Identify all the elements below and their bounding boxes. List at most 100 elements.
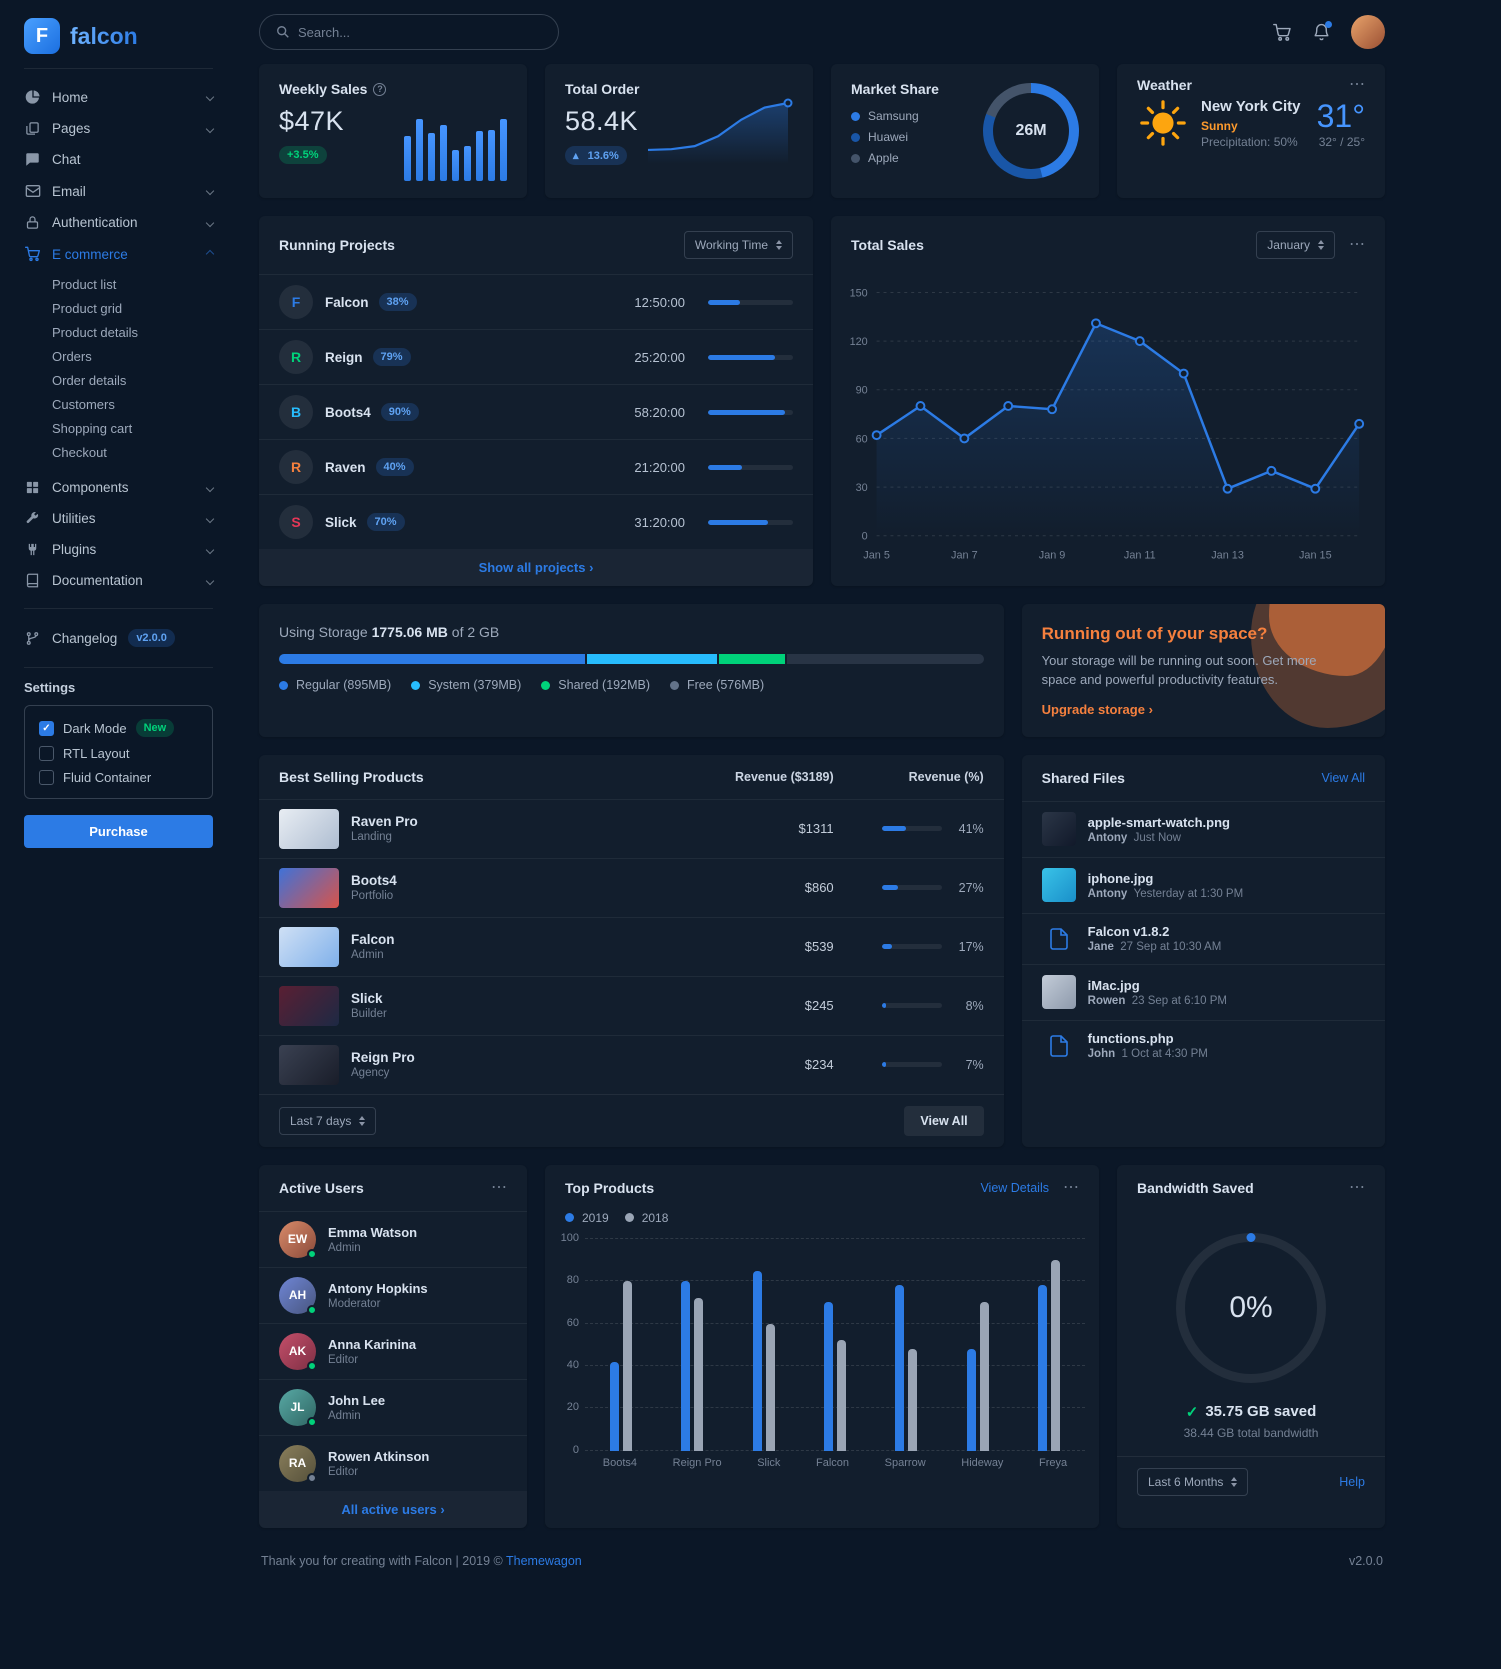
file-name[interactable]: iphone.jpg bbox=[1087, 870, 1154, 886]
file-name[interactable]: functions.php bbox=[1087, 1031, 1174, 1047]
view-all-link[interactable]: View All bbox=[1321, 770, 1365, 785]
legend-item: Free (576MB) bbox=[670, 678, 764, 692]
project-name[interactable]: Slick bbox=[325, 514, 357, 530]
sidebar-item-documentation[interactable]: Documentation bbox=[24, 565, 215, 596]
sidebar-item-home[interactable]: Home bbox=[24, 81, 215, 113]
market-share-legend: Samsung Huawei Apple bbox=[851, 109, 939, 165]
project-progress-bar bbox=[708, 409, 793, 415]
sidebar-item-orders[interactable]: Orders bbox=[52, 348, 92, 364]
checkbox-icon[interactable] bbox=[39, 746, 54, 761]
avatar[interactable] bbox=[1351, 15, 1385, 49]
revenue-percent-label: 27% bbox=[958, 880, 984, 895]
sidebar-item-pages[interactable]: Pages bbox=[24, 113, 215, 144]
sidebar-item-customers[interactable]: Customers bbox=[52, 396, 115, 412]
user-name[interactable]: John Lee bbox=[328, 1392, 386, 1408]
themewagon-link[interactable]: Themewagon bbox=[506, 1553, 582, 1568]
product-name[interactable]: Reign Pro bbox=[351, 1050, 415, 1066]
y-axis-label: 80 bbox=[566, 1274, 579, 1287]
total-order-value: 58.4K bbox=[565, 106, 639, 136]
help-link[interactable]: Help bbox=[1339, 1474, 1365, 1489]
checkbox-icon[interactable] bbox=[39, 770, 54, 785]
fluid-container-toggle[interactable]: Fluid Container bbox=[39, 770, 198, 785]
tools-icon bbox=[24, 511, 41, 526]
rtl-layout-toggle[interactable]: RTL Layout bbox=[39, 746, 198, 761]
product-name[interactable]: Slick bbox=[351, 991, 383, 1007]
sidebar-item-utilities[interactable]: Utilities bbox=[24, 503, 215, 534]
sidebar-item-ecommerce[interactable]: E commerce bbox=[24, 238, 215, 270]
sidebar-item-product-details[interactable]: Product details bbox=[52, 324, 138, 340]
month-select[interactable]: January bbox=[1256, 231, 1335, 259]
product-name[interactable]: Falcon bbox=[351, 932, 395, 948]
cart-icon[interactable] bbox=[1273, 23, 1292, 42]
sidebar-item-product-grid[interactable]: Product grid bbox=[52, 300, 123, 316]
project-name[interactable]: Reign bbox=[325, 349, 363, 365]
brand-logo[interactable]: F falcon bbox=[24, 10, 213, 69]
project-name[interactable]: Falcon bbox=[325, 294, 369, 310]
status-dot bbox=[307, 1360, 317, 1371]
user-name[interactable]: Rowen Atkinson bbox=[328, 1448, 430, 1464]
product-name[interactable]: Boots4 bbox=[351, 873, 397, 889]
show-all-projects-link[interactable]: Show all projects › bbox=[259, 549, 813, 586]
product-thumbnail bbox=[279, 1044, 339, 1085]
project-progress-badge: 38% bbox=[378, 293, 417, 311]
sidebar-item-shopping-cart[interactable]: Shopping cart bbox=[52, 420, 133, 436]
project-row: R Reign 79% 25:20:00 bbox=[259, 329, 813, 384]
footer-version: v2.0.0 bbox=[1348, 1553, 1383, 1568]
project-progress-badge: 70% bbox=[366, 513, 405, 531]
sidebar-item-plugins[interactable]: Plugins bbox=[24, 534, 215, 565]
option-label: Dark Mode bbox=[63, 720, 127, 736]
file-name[interactable]: Falcon v1.8.2 bbox=[1087, 924, 1170, 940]
user-name[interactable]: Antony Hopkins bbox=[328, 1280, 428, 1296]
bell-icon[interactable] bbox=[1312, 20, 1332, 42]
file-document-icon bbox=[1042, 925, 1076, 953]
user-name[interactable]: Anna Karinina bbox=[328, 1336, 417, 1352]
card-menu-icon[interactable]: ⋯ bbox=[1349, 1178, 1365, 1196]
file-name[interactable]: apple-smart-watch.png bbox=[1087, 814, 1230, 830]
sidebar-item-product-list[interactable]: Product list bbox=[52, 276, 117, 292]
project-avatar: R bbox=[279, 450, 313, 484]
market-share-donut: 26M bbox=[983, 83, 1079, 179]
list-item: iphone.jpg Antony Yesterday at 1:30 PM bbox=[1021, 856, 1385, 913]
info-icon[interactable]: ? bbox=[373, 82, 387, 96]
view-all-button[interactable]: View All bbox=[904, 1105, 984, 1136]
all-active-users-link[interactable]: All active users › bbox=[259, 1491, 527, 1528]
period-select[interactable]: Last 6 Months bbox=[1137, 1467, 1249, 1496]
product-revenue: $860 bbox=[804, 880, 834, 896]
bar bbox=[476, 131, 483, 181]
dark-mode-toggle[interactable]: ✓ Dark Mode New bbox=[39, 719, 198, 737]
gridline: 40 bbox=[567, 1359, 1085, 1371]
file-list: apple-smart-watch.png Antony Just Now iph… bbox=[1021, 800, 1385, 1071]
list-item: AH Antony Hopkins Moderator bbox=[259, 1266, 527, 1323]
sidebar-item-checkout[interactable]: Checkout bbox=[52, 444, 107, 460]
card-menu-icon[interactable]: ⋯ bbox=[1349, 236, 1365, 253]
product-name[interactable]: Raven Pro bbox=[351, 814, 418, 830]
project-progress-bar bbox=[708, 354, 793, 360]
file-name[interactable]: iMac.jpg bbox=[1087, 977, 1140, 993]
project-row: F Falcon 38% 12:50:00 bbox=[259, 274, 813, 329]
sidebar-item-components[interactable]: Components bbox=[24, 472, 215, 503]
code-branch-icon bbox=[24, 631, 41, 646]
sidebar-item-chat[interactable]: Chat bbox=[24, 144, 213, 175]
upgrade-storage-link[interactable]: Upgrade storage › bbox=[1041, 701, 1153, 717]
card-menu-icon[interactable]: ⋯ bbox=[1349, 76, 1365, 93]
sidebar-item-changelog[interactable]: Changelog v2.0.0 bbox=[24, 621, 213, 655]
sidebar-item-order-details[interactable]: Order details bbox=[52, 372, 127, 388]
date-range-select[interactable]: Last 7 days bbox=[279, 1106, 377, 1135]
working-time-select[interactable]: Working Time bbox=[683, 231, 793, 259]
card-menu-icon[interactable]: ⋯ bbox=[491, 1178, 507, 1196]
project-progress-bar bbox=[708, 299, 793, 305]
project-name[interactable]: Raven bbox=[325, 459, 366, 475]
bar bbox=[488, 129, 495, 181]
view-details-link[interactable]: View Details bbox=[980, 1180, 1049, 1195]
sidebar-item-email[interactable]: Email bbox=[24, 175, 215, 207]
card-menu-icon[interactable]: ⋯ bbox=[1063, 1178, 1079, 1196]
x-axis-label: Jan 13 bbox=[1211, 549, 1244, 561]
checkbox-checked-icon[interactable]: ✓ bbox=[39, 720, 54, 736]
search-input[interactable] bbox=[298, 24, 542, 40]
sidebar-item-authentication[interactable]: Authentication bbox=[24, 207, 215, 238]
weather-card: Weather ⋯ New York City Sunny Precipitat… bbox=[1117, 64, 1385, 198]
purchase-button[interactable]: Purchase bbox=[24, 815, 213, 848]
table-row: Slick Builder $245 8% bbox=[259, 975, 1004, 1035]
project-name[interactable]: Boots4 bbox=[325, 404, 371, 420]
user-name[interactable]: Emma Watson bbox=[328, 1224, 418, 1240]
